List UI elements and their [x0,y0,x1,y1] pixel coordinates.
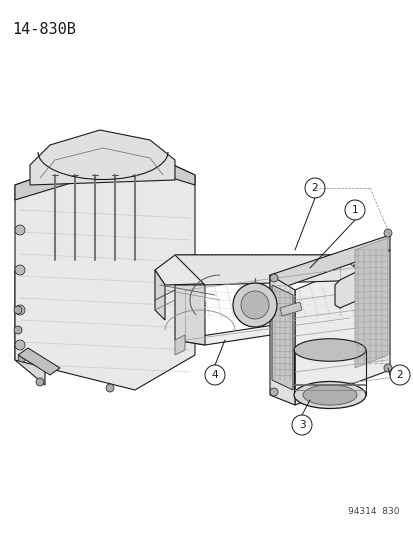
Circle shape [240,291,268,319]
Circle shape [106,384,114,392]
Circle shape [15,265,25,275]
Text: 4: 4 [211,370,218,380]
Polygon shape [175,285,204,345]
Text: 14-830B: 14-830B [12,22,76,37]
Circle shape [15,340,25,350]
Polygon shape [269,275,294,405]
Polygon shape [354,238,387,368]
Polygon shape [294,250,389,405]
Text: 3: 3 [298,420,304,430]
Polygon shape [15,270,45,385]
Text: 1: 1 [351,205,357,215]
Circle shape [383,364,391,372]
Polygon shape [334,265,374,308]
Circle shape [15,225,25,235]
Text: 2: 2 [311,183,318,193]
Circle shape [233,283,276,327]
Circle shape [269,388,277,396]
Polygon shape [30,130,175,185]
Polygon shape [15,145,195,200]
Polygon shape [269,235,389,292]
Polygon shape [154,255,344,285]
Polygon shape [175,315,369,345]
Ellipse shape [293,382,365,408]
Circle shape [36,378,44,386]
Polygon shape [15,145,195,390]
Polygon shape [18,348,60,375]
Circle shape [14,306,22,314]
Circle shape [383,229,391,237]
Circle shape [15,305,25,315]
Circle shape [18,354,26,362]
Polygon shape [271,285,292,390]
Polygon shape [279,302,301,316]
Text: 94314  830: 94314 830 [348,507,399,516]
Text: 2: 2 [396,370,402,380]
Polygon shape [175,335,185,355]
Ellipse shape [302,385,356,405]
Polygon shape [175,255,369,285]
Ellipse shape [293,339,365,361]
Polygon shape [154,270,165,320]
Circle shape [14,326,22,334]
Circle shape [269,274,277,282]
